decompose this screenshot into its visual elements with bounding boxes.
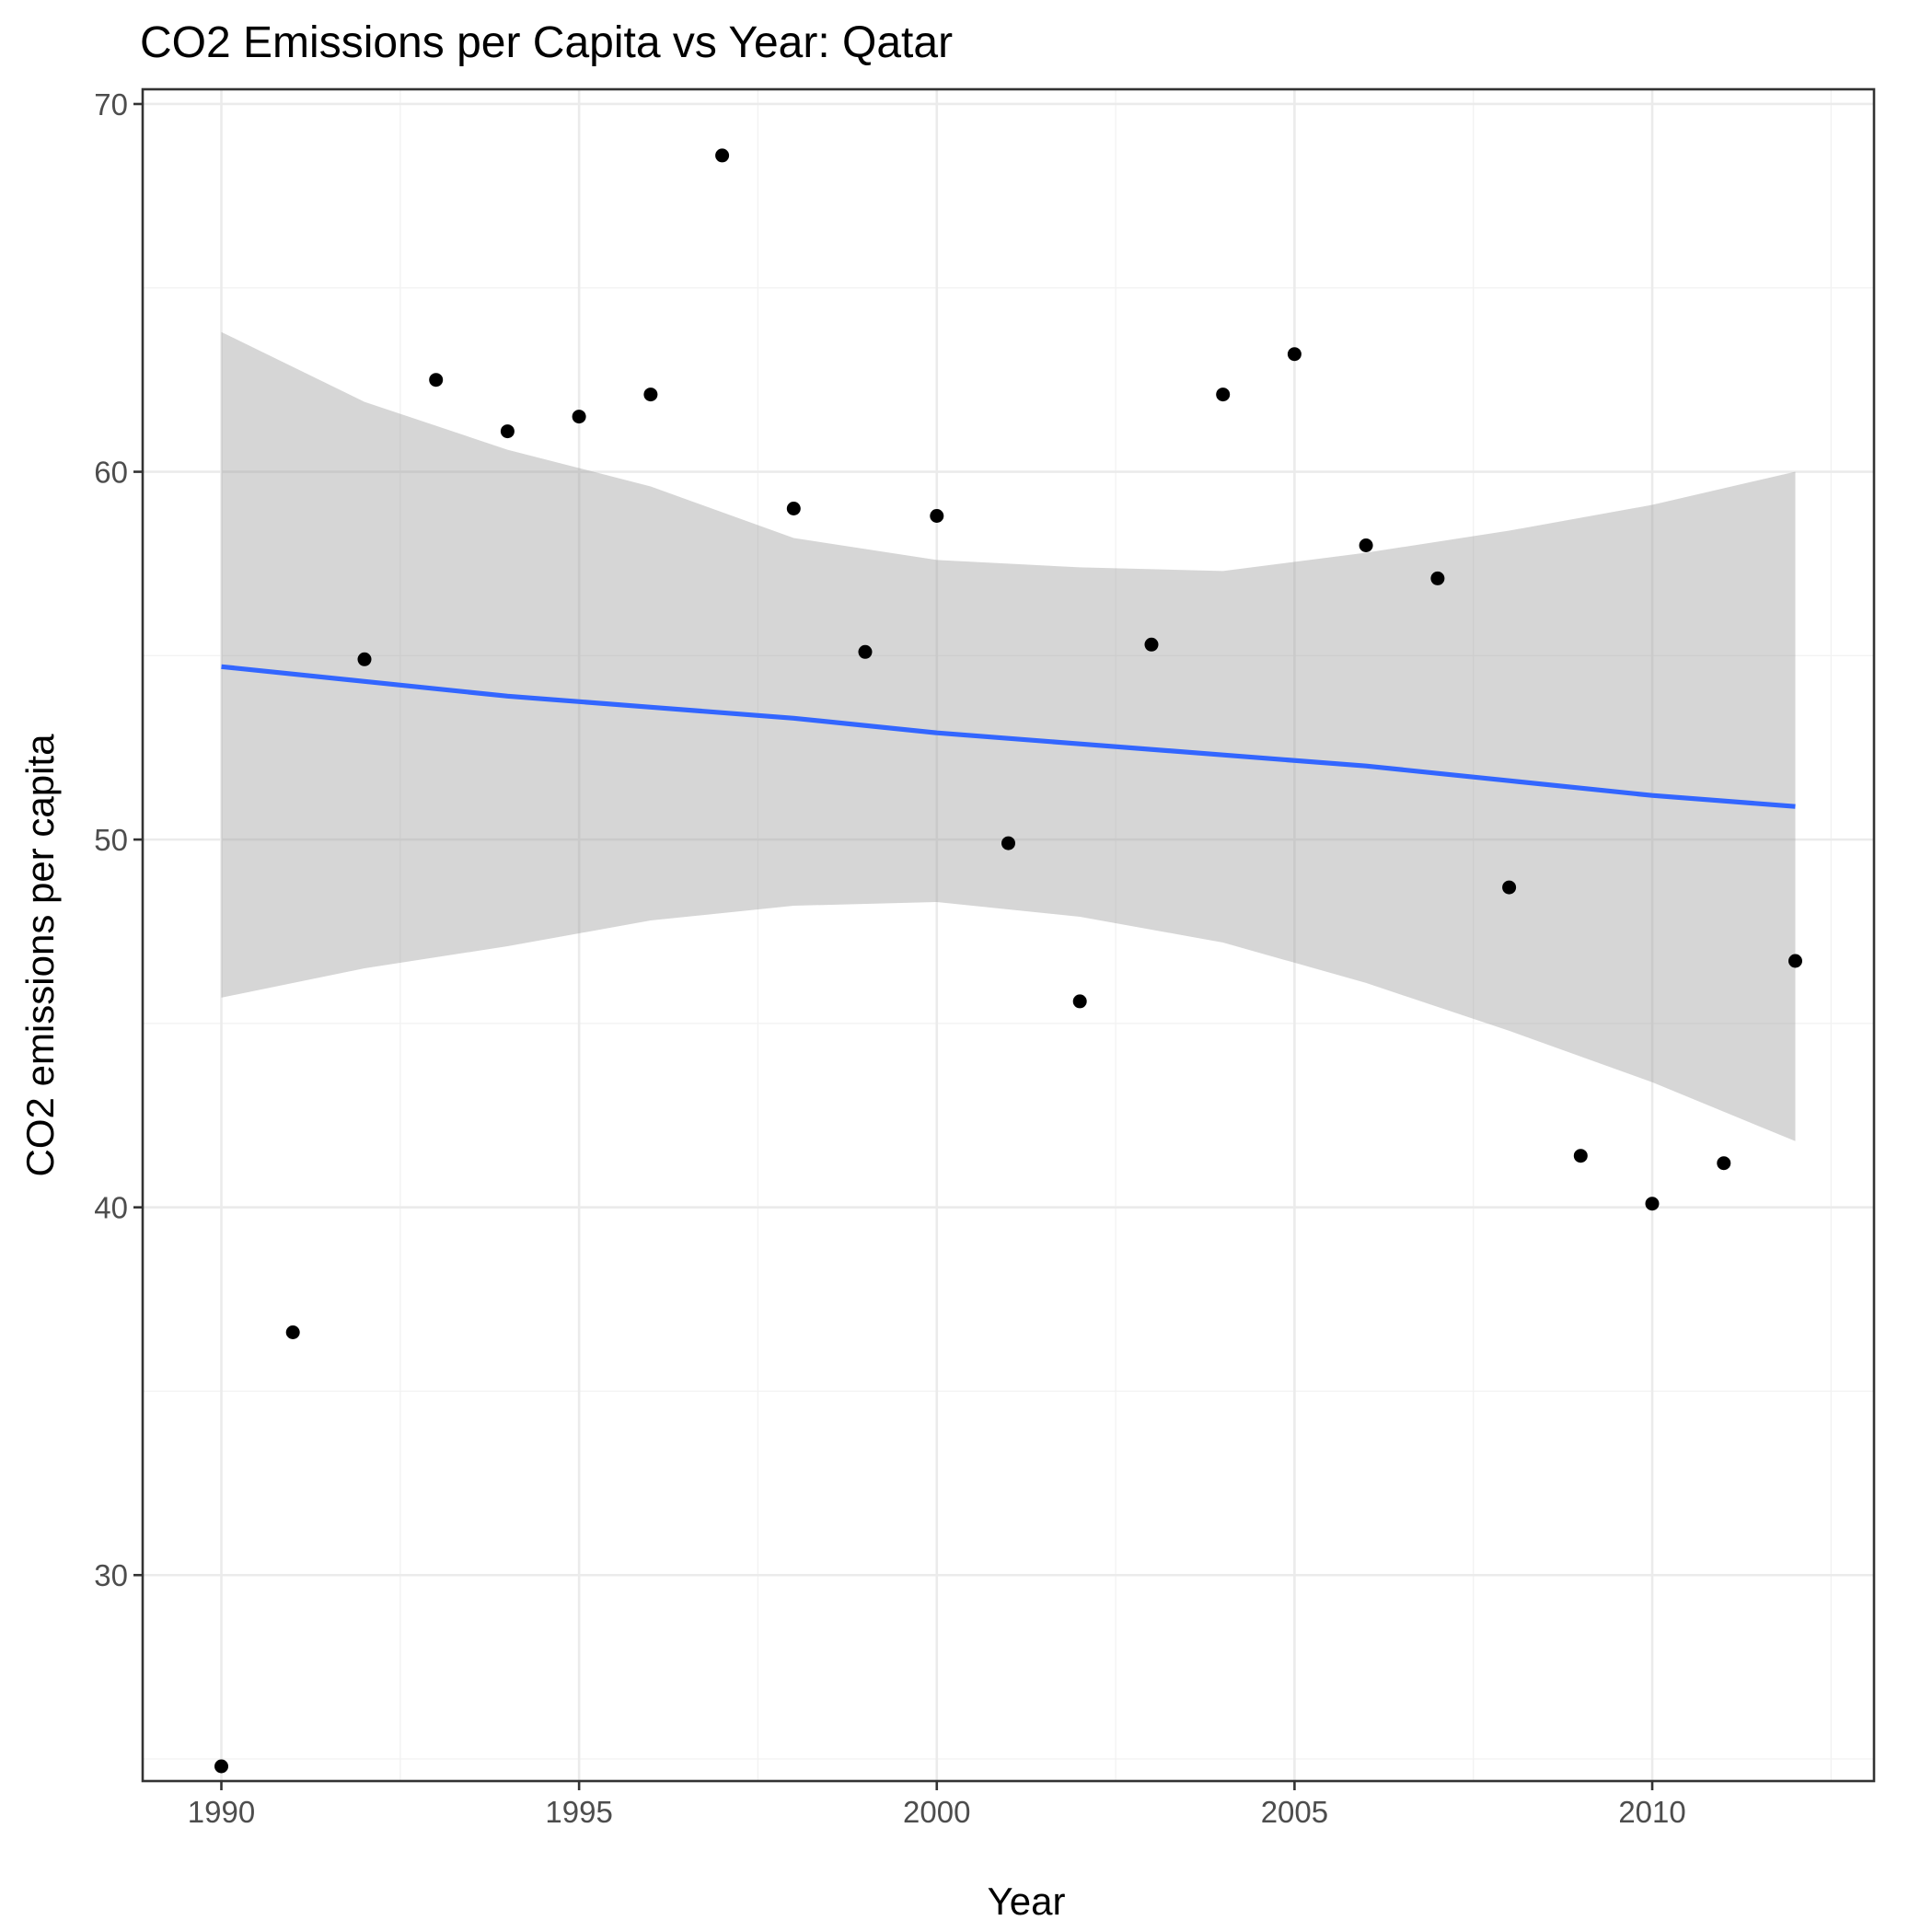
data-point: [1144, 637, 1159, 652]
data-point: [1359, 538, 1373, 552]
data-point: [1430, 571, 1445, 585]
trend-line: [221, 664, 1796, 809]
data-point: [572, 410, 586, 424]
x-tick-label: 2000: [903, 1795, 970, 1829]
data-point: [1216, 388, 1231, 402]
data-point: [429, 373, 444, 388]
x-tick-label: 1995: [545, 1795, 612, 1829]
y-axis-title: CO2 emissions per capita: [18, 734, 62, 1177]
data-point: [1001, 836, 1015, 850]
minor-gridlines: [143, 89, 1874, 1781]
x-tick-label: 1990: [188, 1795, 255, 1829]
data-point: [1717, 1156, 1731, 1171]
data-point: [786, 502, 801, 515]
x-tick-label: 2005: [1261, 1795, 1328, 1829]
data-point: [1645, 1197, 1660, 1211]
y-axis-ticks: 30 40 50 60 70: [94, 87, 143, 1592]
data-point: [1788, 954, 1802, 968]
data-points: [214, 148, 1802, 1774]
y-tick-label: 40: [94, 1191, 128, 1225]
data-point: [1287, 347, 1301, 362]
y-tick-label: 60: [94, 456, 128, 490]
x-axis-title: Year: [988, 1880, 1066, 1923]
data-point: [1573, 1149, 1588, 1163]
plot-panel-border: [141, 87, 1876, 1783]
x-tick-label: 2010: [1618, 1795, 1685, 1829]
data-point: [858, 644, 873, 659]
y-tick-label: 50: [94, 823, 128, 857]
data-point: [357, 652, 372, 666]
data-point: [715, 148, 730, 163]
y-tick-label: 70: [94, 87, 128, 121]
data-point: [930, 509, 944, 523]
data-point: [1072, 994, 1087, 1009]
data-point: [500, 424, 515, 439]
y-tick-label: 30: [94, 1558, 128, 1592]
chart-title: CO2 Emissions per Capita vs Year: Qatar: [140, 18, 953, 67]
data-point: [214, 1759, 228, 1774]
data-point: [1502, 880, 1517, 895]
data-point: [285, 1325, 300, 1339]
data-point: [643, 388, 658, 402]
x-axis-ticks: 1990 1995 2000 2005 2010: [188, 1781, 1686, 1829]
